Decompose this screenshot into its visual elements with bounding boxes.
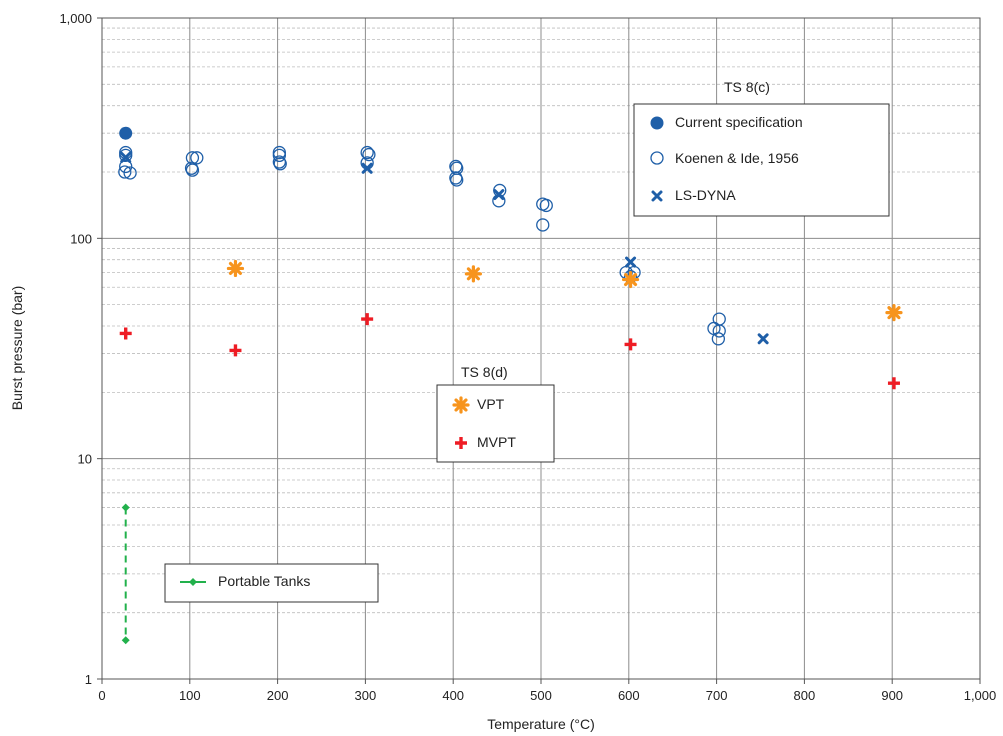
series-koenen-ide-1956-point [119,159,133,174]
legend-label-koenen-ide: Koenen & Ide, 1956 [675,150,799,166]
legend-ts8d-box [436,384,555,463]
legend-symbol [452,396,470,414]
series-koenen-ide-1956-point [450,173,464,187]
legend-marker-vpt [452,396,470,414]
x-axis-label: Temperature (°C) [487,716,595,732]
series-mvpt-point [119,327,132,340]
x-tick-label: 400 [442,688,464,703]
axis-ticks: 0 100 200 300 400 500 600 700 800 900 1,000 1 10 100 1… [59,11,996,703]
legend-symbol [455,437,467,449]
series-mvpt [119,313,900,390]
legend-marker-portable-tanks [180,578,206,586]
series-vpt-point [464,265,482,283]
legend-label-ls-dyna: LS-DYNA [675,187,736,203]
series-koenen-ide-1956-point [273,157,287,171]
y-axis-label: Burst pressure (bar) [9,286,25,410]
series-koenen-ide-1956-point [362,147,376,162]
x-tick-label: 1,000 [964,688,997,703]
legend-ts8c-box [633,103,890,217]
x-tick-label: 100 [179,688,201,703]
legend-symbol [189,578,197,586]
series-koenen-ide-1956-point [711,332,726,346]
series-mvpt-point [361,313,374,326]
series-ls-dyna-point [120,151,132,163]
x-tick-label: 300 [355,688,377,703]
legend-symbol [650,151,664,165]
series-mvpt-point [624,338,637,351]
legend-label-mvpt: MVPT [477,434,516,450]
legend-marker-ls-dyna [651,190,663,202]
series-koenen-ide-1956-point [712,324,726,338]
series-ls-dyna [120,151,769,345]
series-koenen-ide-1956-point [539,198,553,213]
legend-marker-mvpt [455,437,467,449]
series-portable-tanks [121,503,130,645]
series-current-specification [119,126,133,140]
data-marks [118,126,903,645]
series-vpt-point [885,304,903,322]
series-koenen-ide-1956-point [272,148,287,163]
portable-tanks-point [121,636,130,645]
legend-marker-koenen-ide [650,151,664,165]
series-mvpt-point [887,377,900,390]
y-tick-label: 100 [70,231,92,246]
x-tick-label: 700 [706,688,728,703]
series-koenen-ide-1956-point [185,163,200,177]
series-koenen-ide-1956-point [272,145,287,160]
series-vpt-point [621,270,640,289]
portable-tanks-point [121,503,130,512]
series-vpt [226,259,903,322]
series-vpt-point [226,259,245,278]
legend-marker-current-specification [650,116,664,130]
x-tick-label: 800 [794,688,816,703]
y-tick-label: 10 [78,452,92,467]
x-tick-label: 900 [881,688,903,703]
legend-symbol [650,116,664,130]
y-tick-label: 1 [85,672,92,687]
legend-ts8c-title: TS 8(c) [724,79,770,95]
series-koenen-ide-1956-point [119,148,133,163]
legend-ts8d-title: TS 8(d) [461,364,508,380]
series-mvpt-point [229,344,242,357]
x-tick-label: 200 [267,688,289,703]
series-ls-dyna-point [361,162,373,174]
x-tick-label: 600 [618,688,640,703]
series-koenen-ide-1956-point [123,166,137,180]
series-koenen-ide-1956-point [712,312,726,326]
series-ls-dyna-point [757,333,769,345]
legend-label-portable-tanks: Portable Tanks [218,573,310,589]
y-tick-label: 1,000 [59,11,92,26]
legend-label-current-specification: Current specification [675,114,803,130]
x-tick-label: 500 [530,688,552,703]
series-ls-dyna-point [625,256,637,268]
series-koenen-ide-1956-point [360,145,374,160]
legend-symbol [651,190,663,202]
series-koenen-ide-1956-point [118,165,132,179]
x-tick-label: 0 [98,688,105,703]
series-koenen-ide-1956-point [536,218,550,232]
legend-label-vpt: VPT [477,396,505,412]
series-koenen-ide-1956-point [190,151,204,165]
series-ls-dyna-point [493,189,505,201]
series-current-specification-point [119,126,133,140]
